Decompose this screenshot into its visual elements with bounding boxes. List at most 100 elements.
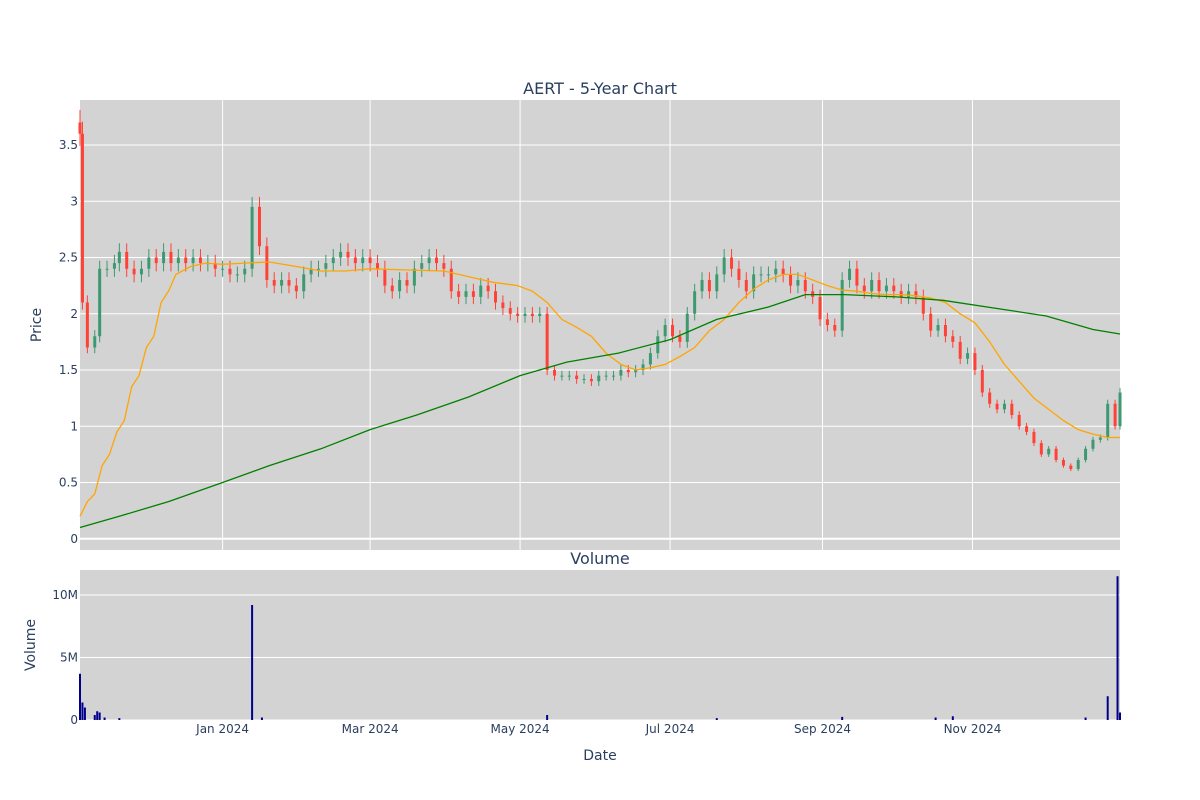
volume-bar	[1116, 576, 1119, 720]
candle-up	[1084, 448, 1088, 460]
candle-down	[1054, 448, 1058, 460]
candle-down	[545, 313, 549, 370]
volume-bar	[260, 717, 263, 720]
candle-down	[265, 246, 269, 280]
candle-up	[1091, 439, 1095, 449]
volume-bar	[96, 711, 99, 720]
candle-down	[80, 133, 84, 303]
volume-bar	[1084, 717, 1087, 720]
candle-down	[553, 370, 557, 376]
candle-up	[361, 257, 365, 264]
candle-up	[884, 285, 888, 292]
candle-up	[848, 268, 852, 280]
candle-up	[412, 268, 416, 286]
candle-up	[685, 313, 689, 342]
candle-down	[958, 341, 962, 359]
volume-axis-title: Volume	[23, 619, 39, 671]
candle-down	[803, 280, 807, 292]
candle-down	[435, 257, 439, 264]
candle-down	[198, 257, 202, 264]
candle-up	[398, 280, 402, 292]
chart-title: AERT - 5-Year Chart	[523, 79, 677, 98]
candle-down	[405, 280, 409, 286]
candle-down	[287, 280, 291, 286]
candle-down	[85, 302, 89, 348]
candle-up	[907, 291, 911, 297]
date-x-tick-label: Jul 2024	[645, 722, 695, 736]
candle-down	[471, 291, 475, 297]
date-x-tick-label: Nov 2024	[944, 722, 1002, 736]
candle-up	[759, 274, 763, 276]
price-gridlines	[80, 100, 1120, 550]
candle-up	[117, 251, 121, 264]
candle-down	[892, 285, 896, 292]
candle-down	[390, 285, 394, 292]
candle-down	[1017, 415, 1021, 427]
candle-up	[427, 257, 431, 264]
candle-up	[663, 325, 667, 337]
candle-down	[707, 280, 711, 292]
candle-up	[752, 274, 756, 292]
date-axis-title: Date	[583, 748, 616, 764]
volume-y-tick-label: 10M	[52, 588, 78, 602]
candle-up	[619, 370, 623, 376]
candle-down	[877, 280, 881, 292]
candle-down	[383, 268, 387, 286]
candle-down	[132, 268, 136, 275]
price-y-tick-label: 2	[70, 307, 78, 321]
volume-bar	[1106, 696, 1109, 720]
long-moving-average-line	[79, 293, 1121, 529]
candle-up	[316, 268, 320, 270]
price-axis-title: Price	[29, 308, 45, 342]
candle-up	[105, 268, 109, 270]
date-x-tick-label: Jan 2024	[195, 722, 249, 736]
candle-up	[302, 274, 306, 292]
candle-down	[1039, 443, 1043, 455]
candle-down	[730, 257, 734, 269]
candle-down	[744, 280, 748, 292]
candle-up	[162, 251, 166, 264]
candle-up	[766, 274, 770, 276]
candle-up	[250, 206, 254, 269]
candle-up	[1076, 460, 1080, 469]
candle-up	[604, 375, 608, 377]
candle-up	[112, 263, 116, 269]
candle-up	[1118, 392, 1122, 427]
candle-up	[796, 280, 800, 286]
candle-up	[523, 313, 527, 316]
candle-up	[840, 280, 844, 331]
date-x-tick-labels: Jan 2024 Mar 2024 May 2024 Jul 2024 Sep 2024…	[195, 722, 1001, 736]
candle-down	[988, 392, 992, 404]
candle-up	[98, 268, 102, 337]
candle-up	[280, 280, 284, 286]
volume-bar	[79, 673, 81, 720]
volume-y-tick-label: 5M	[60, 651, 78, 665]
candle-up	[93, 336, 97, 348]
volume-bar	[81, 702, 84, 720]
candle-up	[243, 268, 247, 275]
candle-up	[715, 274, 719, 292]
candle-down	[368, 257, 372, 264]
candle-down	[228, 268, 232, 275]
candle-down	[980, 370, 984, 393]
volume-plot-area	[80, 570, 1120, 720]
volume-gridlines	[80, 594, 1120, 721]
candle-down	[346, 251, 350, 258]
date-x-tick-label: Mar 2024	[342, 722, 399, 736]
candle-up	[700, 280, 704, 292]
candle-down	[862, 285, 866, 292]
candle-down	[1069, 465, 1073, 469]
moving-average-lines	[79, 261, 1121, 529]
candle-up	[597, 375, 601, 382]
candle-down	[575, 375, 579, 379]
candle-up	[648, 353, 652, 365]
candle-down	[213, 263, 217, 269]
price-y-tick-label: 1.5	[59, 363, 78, 377]
candle-down	[457, 291, 461, 297]
candle-down	[678, 336, 682, 342]
candlestick-series	[78, 110, 1122, 472]
candle-up	[1098, 437, 1102, 440]
candle-up	[1002, 403, 1006, 410]
candle-down	[833, 325, 837, 331]
